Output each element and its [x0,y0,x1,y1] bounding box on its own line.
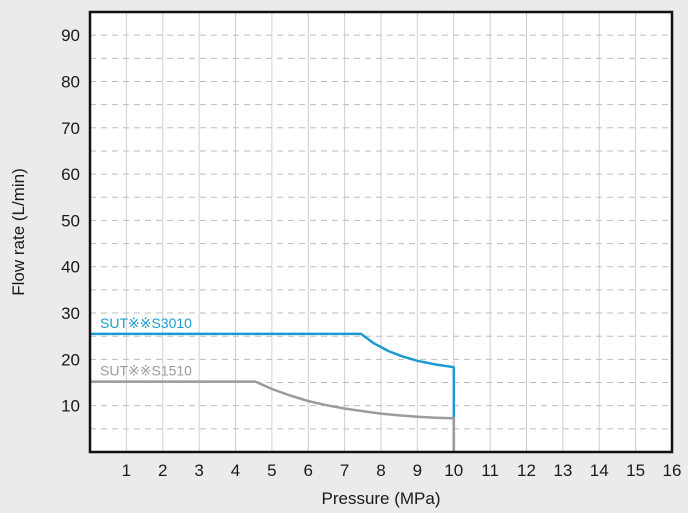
x-tick-label: 14 [590,461,609,480]
x-tick-label: 15 [626,461,645,480]
y-tick-label: 50 [61,211,80,230]
y-tick-label: 90 [61,26,80,45]
x-tick-label: 7 [340,461,349,480]
y-tick-label: 60 [61,165,80,184]
x-tick-label: 9 [413,461,422,480]
y-tick-label: 80 [61,72,80,91]
y-axis-title: Flow rate (L/min) [9,168,28,296]
x-tick-label: 16 [663,461,682,480]
y-tick-label: 40 [61,258,80,277]
y-tick-labels: 10 20 30 40 50 60 70 80 90 [61,26,80,416]
series-label-2: SUT※※S1510 [100,363,192,379]
x-tick-labels: 1 2 3 4 5 6 7 8 9 10 11 12 13 14 15 16 [122,461,682,480]
x-tick-label: 10 [444,461,463,480]
x-tick-label: 3 [194,461,203,480]
x-axis-title: Pressure (MPa) [321,489,440,508]
x-tick-label: 8 [376,461,385,480]
x-tick-label: 5 [267,461,276,480]
y-tick-label: 70 [61,119,80,138]
x-tick-label: 13 [553,461,572,480]
series-line-1 [90,332,456,452]
y-tick-label: 30 [61,304,80,323]
x-tick-label: 6 [304,461,313,480]
x-tick-label: 2 [158,461,167,480]
series-lines: SUT※※S3010 SUT※※S1510 [90,315,456,452]
x-tick-label: 12 [517,461,536,480]
x-tick-label: 4 [231,461,240,480]
series-label-1: SUT※※S3010 [100,315,192,331]
y-tick-label: 10 [61,397,80,416]
grid-lines [90,12,672,452]
y-tick-label: 20 [61,350,80,369]
x-tick-label: 1 [122,461,131,480]
series-line-2 [90,380,456,452]
plot-frame [88,10,674,454]
x-tick-label: 11 [481,461,499,480]
